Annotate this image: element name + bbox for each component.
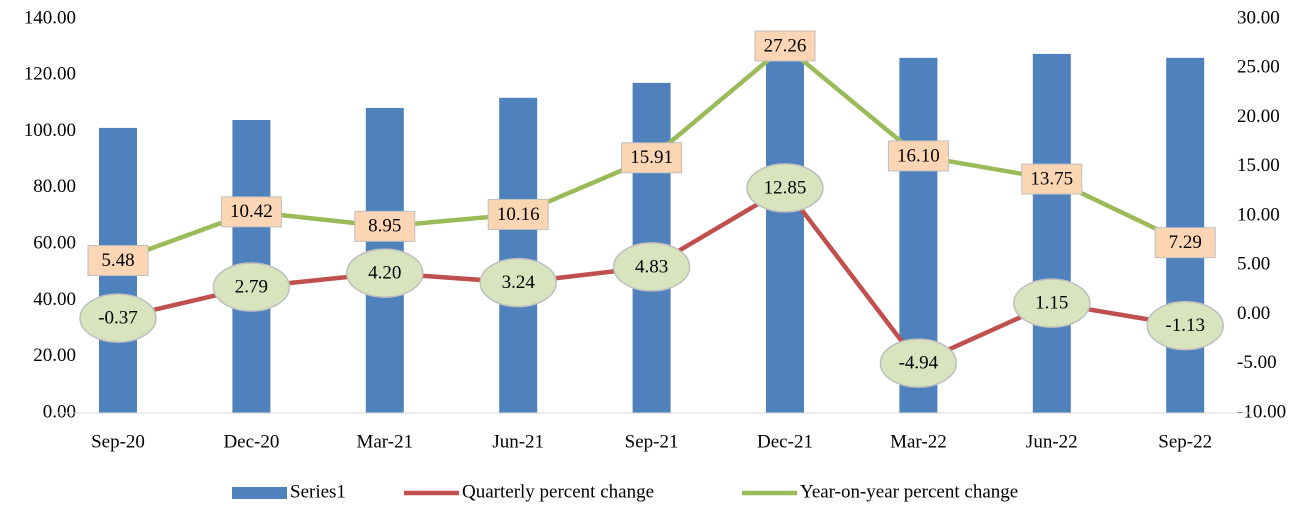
label-bubble — [346, 248, 424, 298]
y-tick-label: 100.00 — [24, 120, 76, 141]
data-label: 10.42 — [230, 201, 273, 222]
legend-swatch — [232, 487, 287, 499]
y-tick-label: 20.00 — [33, 345, 76, 366]
y-tick-label: 40.00 — [33, 289, 76, 310]
data-label: 5.48 — [101, 250, 134, 271]
y2-tick-label: 10.00 — [1237, 204, 1280, 225]
y-tick-label: 80.00 — [33, 176, 76, 197]
label-box — [754, 30, 816, 62]
data-label: 15.91 — [630, 147, 673, 168]
label-bubble — [79, 293, 157, 343]
data-label: 27.26 — [764, 35, 807, 56]
data-label: 7.29 — [1169, 232, 1202, 253]
x-tick-label: Mar-22 — [890, 431, 947, 452]
data-label: 12.85 — [764, 177, 807, 198]
y2-tick-label: 0.00 — [1237, 303, 1270, 324]
data-label: 8.95 — [368, 216, 401, 237]
label-box — [887, 140, 949, 172]
data-label: 3.24 — [502, 272, 536, 293]
x-tick-label: Dec-21 — [757, 431, 813, 452]
label-bubble — [1146, 300, 1224, 351]
bar — [1032, 53, 1071, 413]
y-tick-label: 0.00 — [43, 401, 76, 422]
label-box — [621, 142, 683, 174]
data-label: 16.10 — [897, 145, 940, 166]
y-tick-label: 60.00 — [33, 233, 76, 254]
legend-label: Series1 — [290, 481, 346, 502]
label-bubble — [212, 262, 291, 312]
bar — [499, 97, 538, 414]
label-box — [1154, 227, 1216, 259]
x-tick-label: Sep-22 — [1158, 431, 1212, 452]
y-tick-label: 120.00 — [24, 64, 76, 85]
label-box — [354, 210, 416, 242]
label-box — [220, 196, 282, 228]
label-box — [87, 245, 149, 277]
label-bubble — [746, 163, 824, 213]
label-bubble — [879, 338, 958, 388]
x-tick-label: Sep-21 — [625, 431, 679, 452]
y2-tick-label: 20.00 — [1237, 106, 1280, 127]
label-bubble — [612, 242, 691, 292]
bar — [766, 41, 804, 414]
legend-label: Quarterly percent change — [462, 481, 654, 502]
data-label: -1.13 — [1165, 315, 1205, 336]
legend-label: Year-on-year percent change — [800, 481, 1018, 502]
data-label: 4.20 — [368, 262, 401, 283]
label-box — [487, 198, 549, 230]
data-label: 2.79 — [235, 276, 268, 297]
y2-tick-label: -10.00 — [1237, 401, 1286, 422]
label-bubble — [479, 257, 557, 308]
x-tick-label: Sep-20 — [91, 431, 145, 452]
x-tick-label: Mar-21 — [356, 431, 413, 452]
data-label: 1.15 — [1035, 293, 1068, 314]
data-label: 10.16 — [497, 204, 540, 225]
x-tick-label: Dec-20 — [223, 431, 279, 452]
y2-tick-label: 25.00 — [1237, 57, 1280, 78]
data-label: 13.75 — [1030, 168, 1073, 189]
label-bubble — [1013, 278, 1091, 328]
y2-tick-label: 30.00 — [1237, 7, 1280, 28]
y2-tick-label: -5.00 — [1237, 352, 1277, 373]
x-tick-label: Jun-22 — [1026, 431, 1078, 452]
data-label: 4.83 — [635, 256, 668, 277]
data-label: -0.37 — [98, 308, 138, 329]
y-tick-label: 140.00 — [24, 7, 76, 28]
y2-tick-label: 5.00 — [1237, 254, 1270, 275]
x-tick-label: Jun-21 — [492, 431, 544, 452]
data-label: -4.94 — [899, 353, 939, 374]
y2-tick-label: 15.00 — [1237, 155, 1280, 176]
label-box — [1021, 163, 1083, 195]
